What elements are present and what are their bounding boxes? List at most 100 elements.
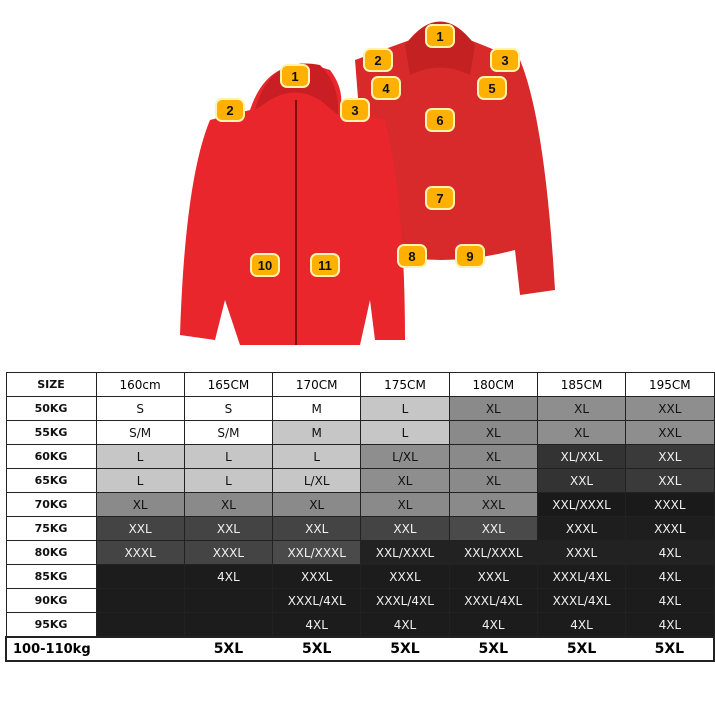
size-cell: S/M bbox=[95, 420, 185, 445]
size-cell: XXL bbox=[625, 420, 715, 445]
table-row: 90KG XXXL/4XL XXXL/4XL XXXL/4XL XXXL/4XL 4XL bbox=[5, 588, 715, 613]
size-cell: 5XL bbox=[272, 637, 361, 661]
table-row: 70KG XL XL XL XL XXL XXL/XXXL XXXL bbox=[5, 492, 715, 517]
weight-label: 50KG bbox=[5, 396, 97, 421]
svg-text:11: 11 bbox=[318, 258, 332, 273]
size-cell: 5XL bbox=[625, 637, 714, 661]
heating-pad: 7 bbox=[425, 186, 455, 210]
size-cell bbox=[183, 588, 274, 613]
weight-label: 60KG bbox=[5, 444, 97, 469]
size-cell: 4XL bbox=[536, 612, 627, 638]
heating-pad: 3 bbox=[490, 48, 520, 72]
table-row: 85KG 4XL XXXL XXXL XXXL XXXL/4XL 4XL bbox=[5, 564, 715, 589]
weight-label: 70KG bbox=[5, 492, 97, 517]
size-cell: XXL bbox=[360, 516, 450, 541]
size-cell: XXXL bbox=[448, 564, 538, 589]
size-cell: XXL/XXXL bbox=[272, 540, 362, 565]
size-cell: XL bbox=[95, 492, 185, 517]
size-chart: SIZE 160cm 165CM 170CM 175CM 180CM 185CM 195CM 5… bbox=[5, 372, 715, 662]
size-cell: XXXL bbox=[95, 540, 185, 565]
heating-pad: 10 bbox=[250, 253, 280, 277]
size-cell: 4XL bbox=[360, 612, 450, 638]
size-cell: S bbox=[183, 396, 274, 421]
size-cell: L bbox=[183, 468, 274, 493]
size-cell: XXL bbox=[625, 396, 715, 421]
height-header: 185CM bbox=[536, 372, 627, 397]
svg-text:1: 1 bbox=[436, 29, 443, 44]
height-header: 180CM bbox=[448, 372, 538, 397]
size-cell bbox=[95, 612, 185, 638]
jacket-front bbox=[180, 63, 405, 345]
size-cell: XXL bbox=[625, 468, 715, 493]
table-row: 100-110kg 5XL 5XL 5XL 5XL 5XL 5XL bbox=[6, 637, 714, 661]
svg-text:2: 2 bbox=[226, 103, 233, 118]
size-cell: S/M bbox=[183, 420, 274, 445]
size-cell: XL bbox=[448, 420, 538, 445]
size-cell bbox=[95, 564, 185, 589]
svg-text:1: 1 bbox=[291, 69, 298, 84]
size-cell: XXL bbox=[95, 516, 185, 541]
size-cell: XXL bbox=[448, 516, 538, 541]
weight-label: 85KG bbox=[5, 564, 97, 589]
svg-text:10: 10 bbox=[258, 258, 272, 273]
weight-label: 55KG bbox=[5, 420, 97, 445]
svg-text:3: 3 bbox=[501, 53, 508, 68]
table-row: 65KG L L L/XL XL XL XXL XXL bbox=[5, 468, 715, 493]
size-cell: XXXL bbox=[625, 492, 715, 517]
svg-text:3: 3 bbox=[351, 103, 358, 118]
size-cell: XXXL/4XL bbox=[536, 588, 627, 613]
heating-pad: 11 bbox=[310, 253, 340, 277]
size-cell: 4XL bbox=[448, 612, 538, 638]
size-cell: XXXL/4XL bbox=[272, 588, 362, 613]
heating-pad: 8 bbox=[397, 244, 427, 268]
weight-label: 80KG bbox=[5, 540, 97, 565]
size-cell: XL bbox=[536, 396, 627, 421]
size-cell: L bbox=[95, 444, 185, 469]
size-cell: XL/XXL bbox=[536, 444, 627, 469]
heating-pad: 2 bbox=[363, 48, 393, 72]
size-cell: XXXL bbox=[536, 516, 627, 541]
heating-pad: 4 bbox=[371, 76, 401, 100]
svg-text:9: 9 bbox=[466, 249, 473, 264]
size-cell: L/XL bbox=[272, 468, 362, 493]
weight-label: 90KG bbox=[5, 588, 97, 613]
svg-text:7: 7 bbox=[436, 191, 443, 206]
heating-pad: 2 bbox=[215, 98, 245, 122]
size-cell: XL bbox=[536, 420, 627, 445]
size-cell: 5XL bbox=[449, 637, 538, 661]
heating-pad: 9 bbox=[455, 244, 485, 268]
size-cell: M bbox=[272, 396, 362, 421]
size-cell: XXXL/4XL bbox=[536, 564, 627, 589]
size-cell: XXXL/4XL bbox=[448, 588, 538, 613]
size-cell: M bbox=[272, 420, 362, 445]
weight-label: 65KG bbox=[5, 468, 97, 493]
size-cell: XXXL bbox=[625, 516, 715, 541]
size-cell: XXL/XXXL bbox=[536, 492, 627, 517]
size-cell: XXXL bbox=[360, 564, 450, 589]
heating-pad: 6 bbox=[425, 108, 455, 132]
size-cell: 4XL bbox=[183, 564, 274, 589]
size-cell: L bbox=[95, 468, 185, 493]
size-cell: 4XL bbox=[272, 612, 362, 638]
size-cell: XXXL/4XL bbox=[360, 588, 450, 613]
size-cell: XXL bbox=[536, 468, 627, 493]
size-cell: XL bbox=[360, 468, 450, 493]
height-header: 195CM bbox=[625, 372, 715, 397]
size-cell: XXXL bbox=[272, 564, 362, 589]
size-cell: XL bbox=[360, 492, 450, 517]
size-cell: L bbox=[360, 396, 450, 421]
size-cell: XL bbox=[448, 396, 538, 421]
table-row: 50KG S S M L XL XL XXL bbox=[5, 396, 715, 421]
size-cell: XL bbox=[448, 444, 538, 469]
size-cell: 4XL bbox=[625, 588, 715, 613]
weight-label: 95KG bbox=[5, 612, 97, 638]
size-cell: XL bbox=[448, 468, 538, 493]
size-cell: XXXL bbox=[536, 540, 627, 565]
svg-text:4: 4 bbox=[382, 81, 390, 96]
size-cell: XXL bbox=[183, 516, 274, 541]
size-cell: 4XL bbox=[625, 564, 715, 589]
size-cell: 5XL bbox=[360, 637, 450, 661]
size-cell bbox=[96, 637, 185, 661]
